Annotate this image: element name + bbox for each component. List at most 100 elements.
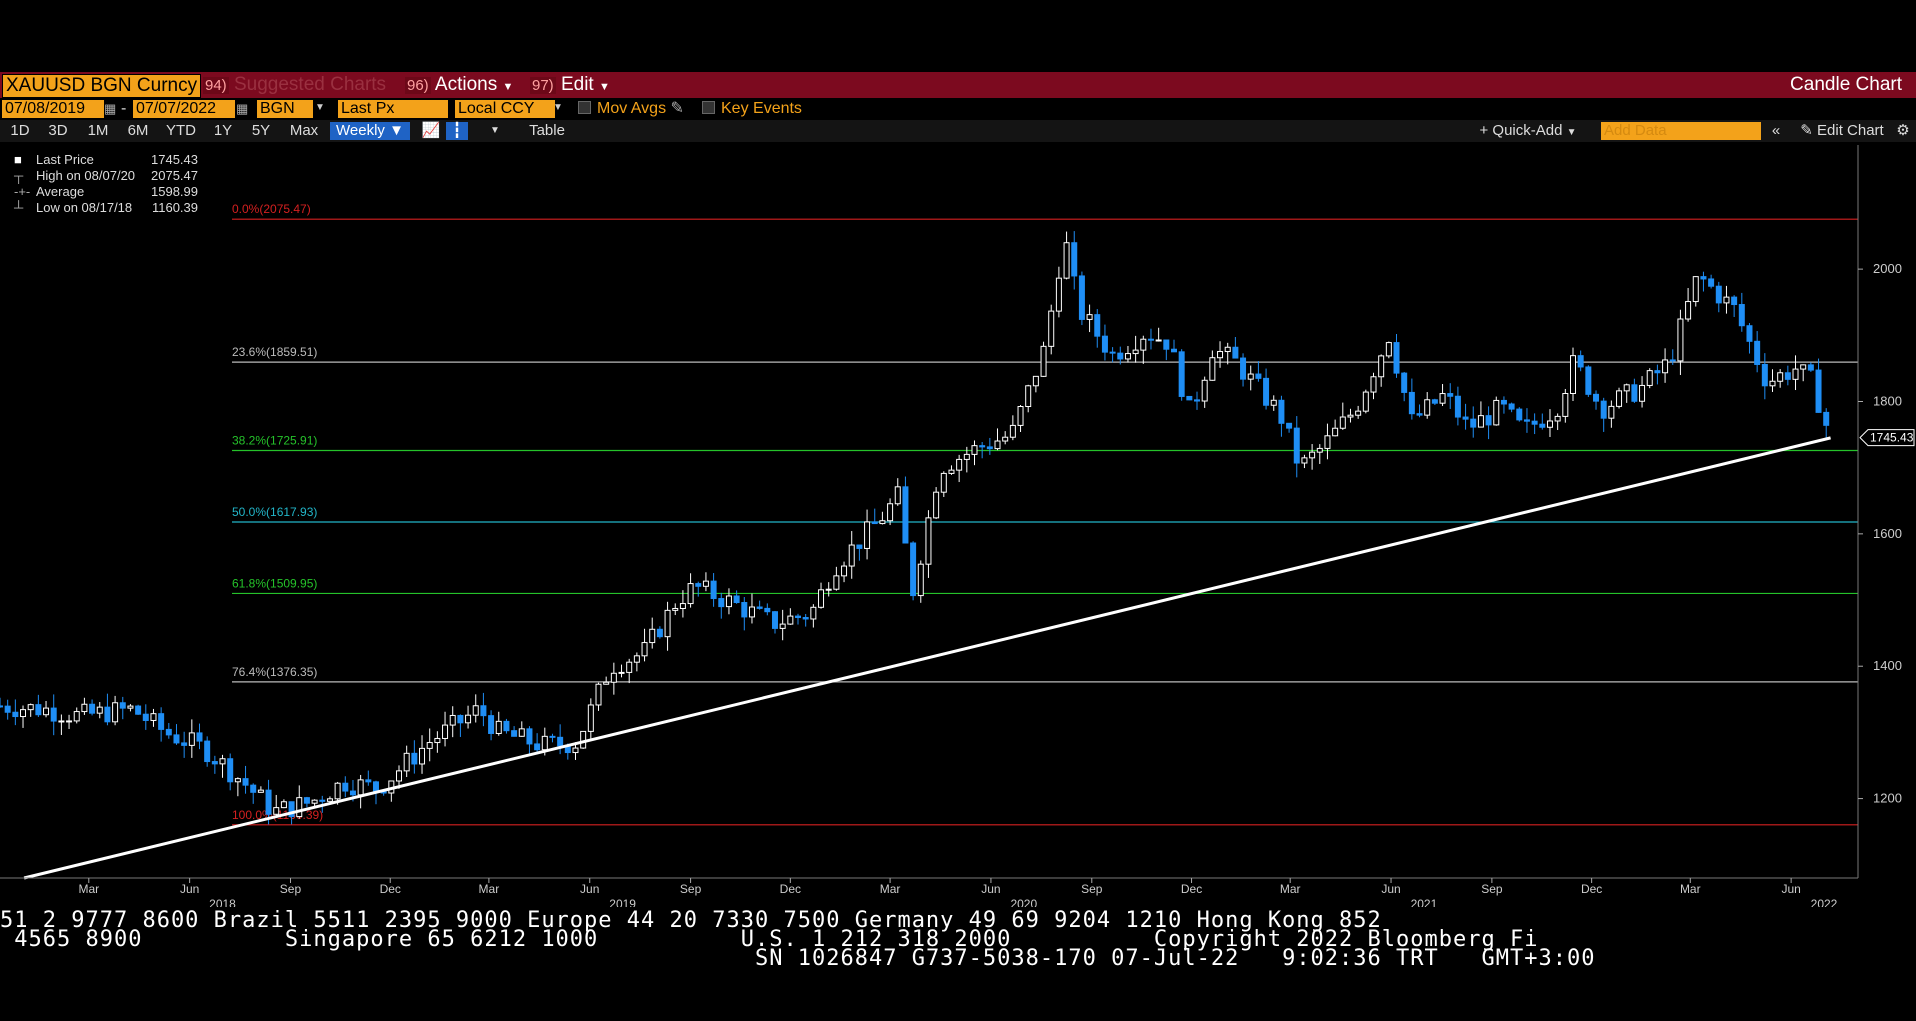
ticker-field[interactable]: XAUUSD BGN Curncy: [2, 74, 202, 98]
candle-body: [1055, 277, 1062, 312]
candle-chart-icon[interactable]: ┇: [446, 122, 468, 140]
up-candle: [818, 582, 825, 609]
x-tick-label: Dec: [380, 882, 401, 896]
table-button[interactable]: Table: [529, 122, 565, 139]
calendar-icon[interactable]: ▦: [104, 101, 117, 116]
chevron-down-icon[interactable]: ▼: [490, 125, 500, 136]
footer-line-2: 4565 8900 Singapore 65 6212 1000 U.S. 1 …: [0, 927, 1539, 952]
candle-body: [1232, 346, 1239, 359]
candle-body: [1769, 380, 1776, 387]
add-data-input[interactable]: Add Data: [1601, 122, 1761, 140]
key-events-toggle[interactable]: Key Events: [702, 100, 802, 118]
up-candle: [864, 509, 871, 560]
candle-body: [181, 742, 188, 746]
down-candle: [1585, 365, 1592, 397]
down-candle: [211, 755, 218, 774]
up-candle: [810, 604, 817, 628]
candle-body: [1677, 318, 1684, 362]
collapse-left-icon[interactable]: «: [1771, 122, 1781, 139]
candle-body: [1424, 399, 1431, 416]
up-candle: [43, 700, 50, 718]
calendar-icon[interactable]: ▦: [236, 101, 249, 116]
down-candle: [1669, 349, 1676, 365]
checkbox-icon[interactable]: [578, 101, 591, 114]
mov-avgs-toggle[interactable]: Mov Avgs ✎: [578, 100, 684, 118]
candle-body: [219, 758, 226, 765]
up-candle: [1132, 335, 1139, 363]
up-candle: [626, 658, 633, 684]
candle-body: [449, 714, 456, 726]
range-1y-button[interactable]: 1Y: [213, 122, 233, 139]
down-candle: [181, 731, 188, 758]
trendline[interactable]: [23, 436, 1831, 880]
candle-chart[interactable]: 0.0%(2075.47) 23.6%(1859.51) 38.2%(1725.91…: [0, 142, 1916, 907]
range-1d-button[interactable]: 1D: [10, 122, 30, 139]
candle-body: [534, 743, 541, 751]
range-5y-button[interactable]: 5Y: [251, 122, 271, 139]
candle-body: [1017, 406, 1024, 426]
x-tick-label: Mar: [880, 882, 901, 896]
checkbox-icon[interactable]: [702, 101, 715, 114]
range-ytd-button[interactable]: YTD: [166, 122, 196, 139]
down-candle: [1593, 390, 1600, 410]
up-candle: [257, 786, 264, 793]
x-tick-label: Sep: [1481, 882, 1503, 896]
pencil-icon[interactable]: ✎: [670, 100, 684, 117]
range-max-button[interactable]: Max: [289, 122, 319, 139]
candle-body: [1539, 423, 1546, 428]
candle-body: [196, 732, 203, 742]
up-candle: [925, 510, 932, 578]
candle-body: [1508, 403, 1515, 410]
up-candle: [1048, 304, 1055, 355]
up-candle: [1385, 341, 1392, 359]
up-candle: [1608, 400, 1615, 428]
range-6m-button[interactable]: 6M: [127, 122, 149, 139]
down-candle: [1470, 406, 1477, 438]
candle-body: [1631, 384, 1638, 402]
candle-body: [1708, 278, 1715, 287]
down-candle: [1746, 323, 1753, 354]
range-1m-button[interactable]: 1M: [87, 122, 109, 139]
currency-select[interactable]: Local CCY: [455, 100, 555, 118]
gear-icon[interactable]: ⚙: [1896, 122, 1910, 139]
down-candle: [710, 573, 717, 607]
end-date-field[interactable]: 07/07/2022: [133, 100, 235, 118]
price-field-select[interactable]: Last Px: [338, 100, 448, 118]
candle-body: [1009, 424, 1016, 438]
down-candle: [1738, 292, 1745, 332]
candle-body: [1048, 310, 1055, 347]
down-candle: [50, 694, 57, 736]
candle-body: [1247, 373, 1254, 380]
candle-body: [1746, 325, 1753, 342]
start-date-field[interactable]: 07/08/2019: [2, 100, 104, 118]
candle-body: [1493, 399, 1500, 426]
chevron-down-icon[interactable]: ▼: [315, 102, 325, 113]
candle-body: [66, 720, 73, 723]
down-candle: [303, 796, 310, 808]
period-select[interactable]: Weekly ▼: [330, 122, 410, 140]
edit-chart-button[interactable]: ✎ Edit Chart: [1800, 122, 1884, 139]
candle-body: [633, 655, 640, 663]
quick-add-button[interactable]: + Quick-Add ▼: [1479, 122, 1577, 139]
down-candle: [104, 693, 111, 726]
edit-menu[interactable]: 97) Edit ▼: [530, 74, 610, 95]
trendline-line[interactable]: [23, 436, 1831, 880]
line-chart-icon[interactable]: 📈: [421, 122, 441, 139]
source-field[interactable]: BGN: [257, 100, 313, 118]
suggested-charts-menu[interactable]: 94) Suggested Charts: [203, 74, 387, 95]
candle-body: [971, 445, 978, 455]
candle-body: [994, 440, 1001, 450]
candle-body: [1378, 355, 1385, 378]
year-label: 2019: [609, 897, 636, 907]
y-tick-label: 1400: [1873, 658, 1902, 673]
candle-body: [718, 598, 725, 608]
candle-body: [1792, 368, 1799, 380]
candle-body: [848, 544, 855, 567]
range-3d-button[interactable]: 3D: [48, 122, 68, 139]
candle-body: [1109, 351, 1116, 354]
candle-body: [887, 503, 894, 522]
chevron-down-icon[interactable]: ▼: [553, 102, 563, 113]
actions-menu[interactable]: 96) Actions ▼: [405, 74, 514, 95]
down-candle: [1286, 422, 1293, 433]
year-label: 2020: [1010, 897, 1037, 907]
